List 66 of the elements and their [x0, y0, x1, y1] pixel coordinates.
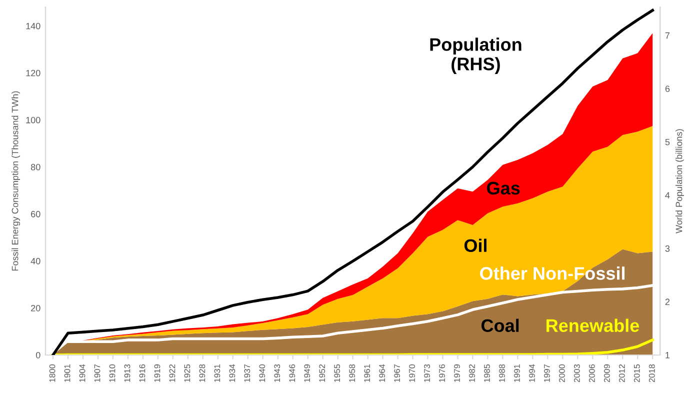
- series-label: Oil: [464, 238, 486, 252]
- x-tick-label: 2015: [634, 364, 640, 382]
- series-label: Other Non-Fossil: [480, 266, 624, 280]
- x-tick-label: 1943: [274, 364, 280, 382]
- x-tick-label: 1910: [109, 364, 116, 382]
- x-tick-label: 1931: [214, 364, 220, 382]
- x-tick-label: 1958: [349, 364, 356, 382]
- x-tick-label: 2009: [604, 364, 610, 382]
- y-tick-label: 0: [36, 352, 40, 358]
- x-tick-label: 1916: [139, 364, 146, 382]
- x-tick-label: 1800: [49, 364, 56, 382]
- x-tick-label: 1964: [379, 364, 386, 382]
- y2-tick-label: 2: [665, 298, 670, 305]
- x-tick-label: 1994: [529, 364, 535, 382]
- y2-tick-label: 3: [665, 245, 670, 252]
- y2-tick-label: 6: [665, 86, 670, 92]
- x-tick-label: 1973: [424, 364, 430, 382]
- y-tick-label: 20: [31, 304, 40, 312]
- x-tick-label: 2006: [588, 364, 595, 382]
- x-tick-label: 1937: [244, 364, 250, 382]
- y2-tick-label: 1: [666, 352, 670, 358]
- x-tick-label: 1907: [94, 364, 100, 382]
- x-tick-label: 2003: [574, 364, 580, 382]
- line-series: [52, 338, 654, 355]
- y-tick-label: 140: [26, 22, 40, 30]
- y-tick-label: 80: [30, 164, 40, 170]
- x-tick-label: 1904: [79, 364, 86, 382]
- series-label: Coal: [481, 318, 519, 332]
- x-tick-label: 1970: [409, 364, 415, 382]
- x-tick-label: 1919: [154, 364, 160, 382]
- x-tick-label: 1997: [544, 364, 550, 382]
- line-series: [66, 284, 654, 343]
- x-tick-label: 1982: [469, 364, 475, 382]
- x-tick-label: 1955: [334, 364, 340, 382]
- x-tick-label: 1985: [484, 364, 490, 382]
- x-tick-label: 2000: [559, 364, 565, 382]
- x-tick-label: 1946: [289, 364, 296, 382]
- y-axis-title: Fossil Energy Consumption (Thousand TWh): [12, 91, 20, 271]
- x-tick-label: 1976: [439, 364, 445, 382]
- x-tick-label: 1949: [304, 364, 310, 382]
- x-tick-label: 1991: [514, 364, 520, 382]
- y2-axis-title: World Population (billions): [676, 129, 684, 234]
- x-tick-label: 1967: [394, 364, 400, 382]
- x-tick-label: 1979: [454, 364, 460, 382]
- x-tick-label: 1961: [364, 364, 370, 382]
- x-tick-label: 1988: [499, 364, 505, 382]
- series-label: Gas: [487, 182, 520, 195]
- x-tick-label: 2018: [648, 364, 655, 382]
- x-tick-label: 1901: [64, 364, 70, 382]
- x-tick-label: 1928: [199, 364, 206, 382]
- series-label: Renewable: [546, 318, 640, 332]
- x-tick-label: 2012: [618, 364, 625, 382]
- y2-tick-label: 7: [665, 32, 670, 39]
- x-tick-label: 1913: [124, 364, 130, 382]
- x-tick-label: 1934: [229, 364, 236, 382]
- y-tick-label: 60: [31, 210, 40, 218]
- x-tick-label: 1925: [184, 364, 190, 382]
- series-label: Population (RHS): [430, 38, 522, 74]
- y-tick-label: 100: [26, 116, 40, 124]
- x-tick-label: 1940: [259, 364, 266, 382]
- y2-tick-label: 4: [665, 192, 670, 198]
- y-tick-label: 120: [26, 70, 40, 76]
- x-tick-label: 1952: [319, 364, 326, 382]
- y-tick-label: 40: [30, 258, 40, 264]
- y2-tick-label: 5: [665, 138, 670, 146]
- x-tick-label: 1922: [169, 364, 176, 382]
